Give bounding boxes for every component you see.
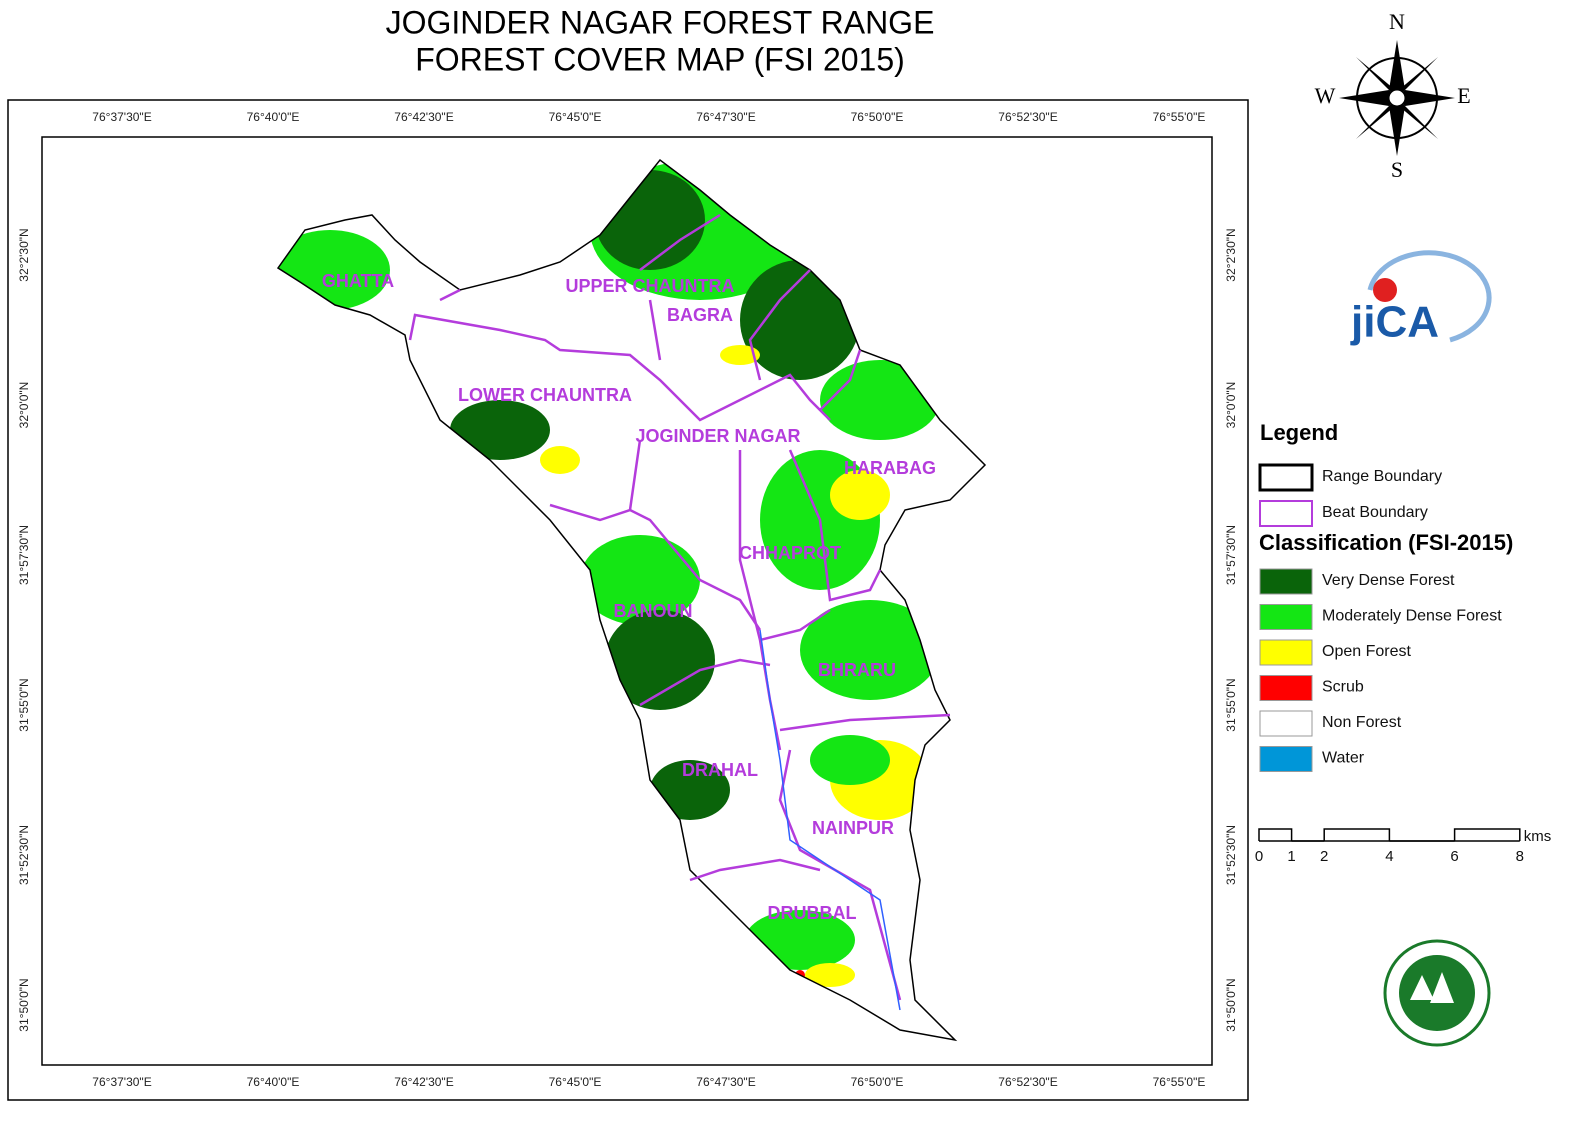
x-coord-label: 76°55'0"E [1153,1075,1206,1089]
map-frame [7,99,1249,1101]
legend-swatch [1259,604,1313,630]
legend-label: Water [1322,750,1365,767]
logo-text: jiCA [1350,298,1439,347]
beat-label: BANOUN [614,601,693,621]
y-coord-label: 32°0'0"N [17,382,31,429]
legend-swatch [1259,746,1313,772]
y-coord-label: 31°57'30"N [1224,525,1238,585]
y-coord-label: 31°57'30"N [17,525,31,585]
scale-label: 2 [1320,848,1328,865]
compass-e: E [1457,83,1470,108]
legend: Legend Classification (FSI-2015) Range B… [1258,420,1513,772]
scale-label: 0 [1255,848,1263,865]
x-coord-label: 76°42'30"E [394,1075,453,1089]
beat-label: CHHAPROT [739,543,841,563]
neatline [41,136,1213,1066]
range-boundary [276,158,987,1042]
legend-label: Very Dense Forest [1322,572,1455,589]
y-coord-label: 32°0'0"N [1224,382,1238,429]
y-coord-label: 31°52'30"N [17,825,31,885]
x-coord-label: 76°45'0"E [549,1075,602,1089]
scale-line [1258,828,1521,842]
beat-label: GHATTA [322,271,394,291]
y-coord-label: 31°55'0"N [1224,678,1238,731]
legend-label: Range Boundary [1322,468,1442,485]
beat-label: HARABAG [844,458,936,478]
x-coord-label: 76°42'30"E [394,110,453,124]
y-coord-label: 31°50'0"N [17,978,31,1031]
legend-swatch [1259,568,1313,595]
x-coord-label: 76°52'30"E [998,110,1057,124]
compass-n: N [1389,9,1405,34]
x-coord-label: 76°47'30"E [696,1075,755,1089]
legend-swatch [1259,500,1313,527]
x-coord-label: 76°50'0"E [851,110,904,124]
y-coord-label: 32°2'30"N [17,228,31,281]
scale-label: 1 [1287,848,1295,865]
compass: N E S W [1315,9,1471,182]
scale-label: 6 [1450,848,1458,865]
y-coord-label: 31°55'0"N [17,678,31,731]
river [759,629,901,1011]
legend-swatch [1258,463,1314,492]
legend-label: Scrub [1322,679,1364,696]
beat-label: DRAHAL [682,760,758,780]
x-coord-label: 76°52'30"E [998,1075,1057,1089]
x-coord-label: 76°40'0"E [247,1075,300,1089]
legend-label: Beat Boundary [1322,504,1428,521]
x-coord-label: 76°50'0"E [851,1075,904,1089]
y-coord-label: 31°52'30"N [1224,825,1238,885]
beat-label: DRUBBAL [768,903,857,923]
beat-boundaries [408,213,951,1001]
legend-label: Open Forest [1322,643,1411,660]
y-coord-label: 31°50'0"N [1224,978,1238,1031]
title-line-2: FOREST COVER MAP (FSI 2015) [415,41,905,77]
x-coord-label: 76°45'0"E [549,110,602,124]
legend-swatch [1259,675,1313,701]
x-coord-label: 76°55'0"E [1153,110,1206,124]
legend-swatch [1259,710,1313,737]
legend-swatch [1259,639,1313,666]
beat-label: BHRARU [818,660,896,680]
legend-label: Non Forest [1322,714,1402,731]
scale-label: 4 [1385,848,1393,865]
classification-title: Classification (FSI-2015) [1259,530,1513,555]
beat-label: NAINPUR [812,818,894,838]
compass-s: S [1391,157,1403,182]
x-coord-label: 76°40'0"E [247,110,300,124]
beat-label: BAGRA [667,305,733,325]
x-coord-label: 76°37'30"E [92,110,151,124]
legend-label: Moderately Dense Forest [1322,608,1502,625]
scale-unit: kms [1524,828,1552,845]
jica-logo: jiCA [1350,250,1492,347]
scale-label: 8 [1516,848,1524,865]
beat-label: UPPER CHAUNTRA [565,276,734,296]
y-coord-label: 32°2'30"N [1224,228,1238,281]
beat-label: JOGINDER NAGAR [635,426,800,446]
beat-label: LOWER CHAUNTRA [458,385,632,405]
x-coord-label: 76°37'30"E [92,1075,151,1089]
department-emblem [1383,939,1491,1047]
compass-w: W [1315,83,1336,108]
legend-title: Legend [1260,420,1338,445]
x-coord-label: 76°47'30"E [696,110,755,124]
title-line-1: JOGINDER NAGAR FOREST RANGE [386,4,935,40]
